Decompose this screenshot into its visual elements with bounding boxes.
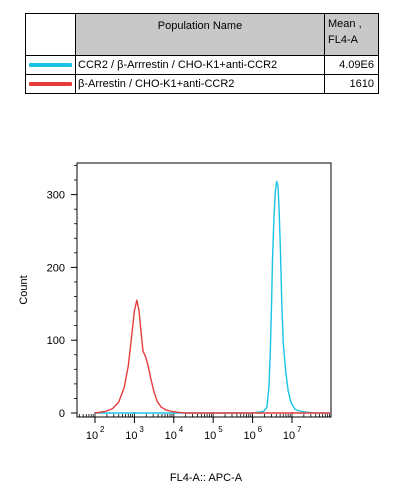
- legend-swatch-cell: [25, 74, 76, 94]
- x-tick-base: 10: [86, 430, 98, 442]
- x-tick-label: 103: [125, 425, 144, 442]
- legend-population-name: CCR2 / β-Arrrestin / CHO-K1+anti-CCR2: [75, 55, 325, 75]
- legend-header-swatch: [25, 13, 76, 56]
- legend-header-mean-line2: FL4-A: [328, 34, 358, 46]
- x-tick-label: 104: [165, 425, 184, 442]
- x-tick-exponent: 4: [179, 425, 184, 434]
- x-tick-exponent: 5: [218, 425, 223, 434]
- legend-header-mean: Mean , FL4-A: [324, 13, 379, 56]
- x-tick-base: 10: [165, 430, 177, 442]
- series-layer: [94, 180, 330, 414]
- x-tick-exponent: 7: [297, 425, 302, 434]
- legend-row: β-Arrestin / CHO-K1+anti-CCR2 1610: [25, 74, 379, 94]
- y-ticks: [71, 165, 77, 414]
- x-axis-label: FL4-A:: APC-A: [170, 472, 243, 484]
- legend-swatch-cyan: [29, 63, 72, 67]
- legend-mean-value: 1610: [324, 74, 379, 94]
- legend-mean-value: 4.09E6: [324, 55, 379, 75]
- x-tick-base: 10: [283, 430, 295, 442]
- y-tick-labels: 0 100 200 300: [47, 190, 65, 420]
- x-tick-label: 102: [86, 425, 105, 442]
- y-axis-label: Count: [18, 275, 30, 304]
- legend-swatch-red: [29, 82, 72, 86]
- y-tick-label: 0: [59, 408, 65, 420]
- series-line-ccr2: [95, 180, 330, 414]
- series-line-arrestin: [94, 299, 330, 414]
- legend-row: CCR2 / β-Arrrestin / CHO-K1+anti-CCR2 4.…: [25, 55, 379, 75]
- x-tick-exponent: 2: [100, 425, 105, 434]
- x-tick-exponent: 6: [258, 425, 263, 434]
- x-tick-base: 10: [243, 430, 255, 442]
- y-tick-label: 300: [47, 190, 65, 202]
- legend-swatch-cell: [25, 55, 76, 75]
- legend-header-mean-line1: Mean ,: [328, 18, 362, 30]
- y-tick-label: 100: [47, 335, 65, 347]
- x-tick-label: 105: [204, 425, 223, 442]
- x-major-ticks: [94, 417, 293, 423]
- legend-table: Population Name Mean , FL4-A CCR2 / β-Ar…: [25, 13, 379, 94]
- x-tick-label: 106: [243, 425, 262, 442]
- x-tick-base: 10: [125, 430, 137, 442]
- x-tick-label: 107: [283, 425, 302, 442]
- x-tick-exponent: 3: [139, 425, 144, 434]
- y-tick-label: 200: [47, 262, 65, 274]
- x-tick-base: 10: [204, 430, 216, 442]
- plot-frame: [76, 162, 332, 418]
